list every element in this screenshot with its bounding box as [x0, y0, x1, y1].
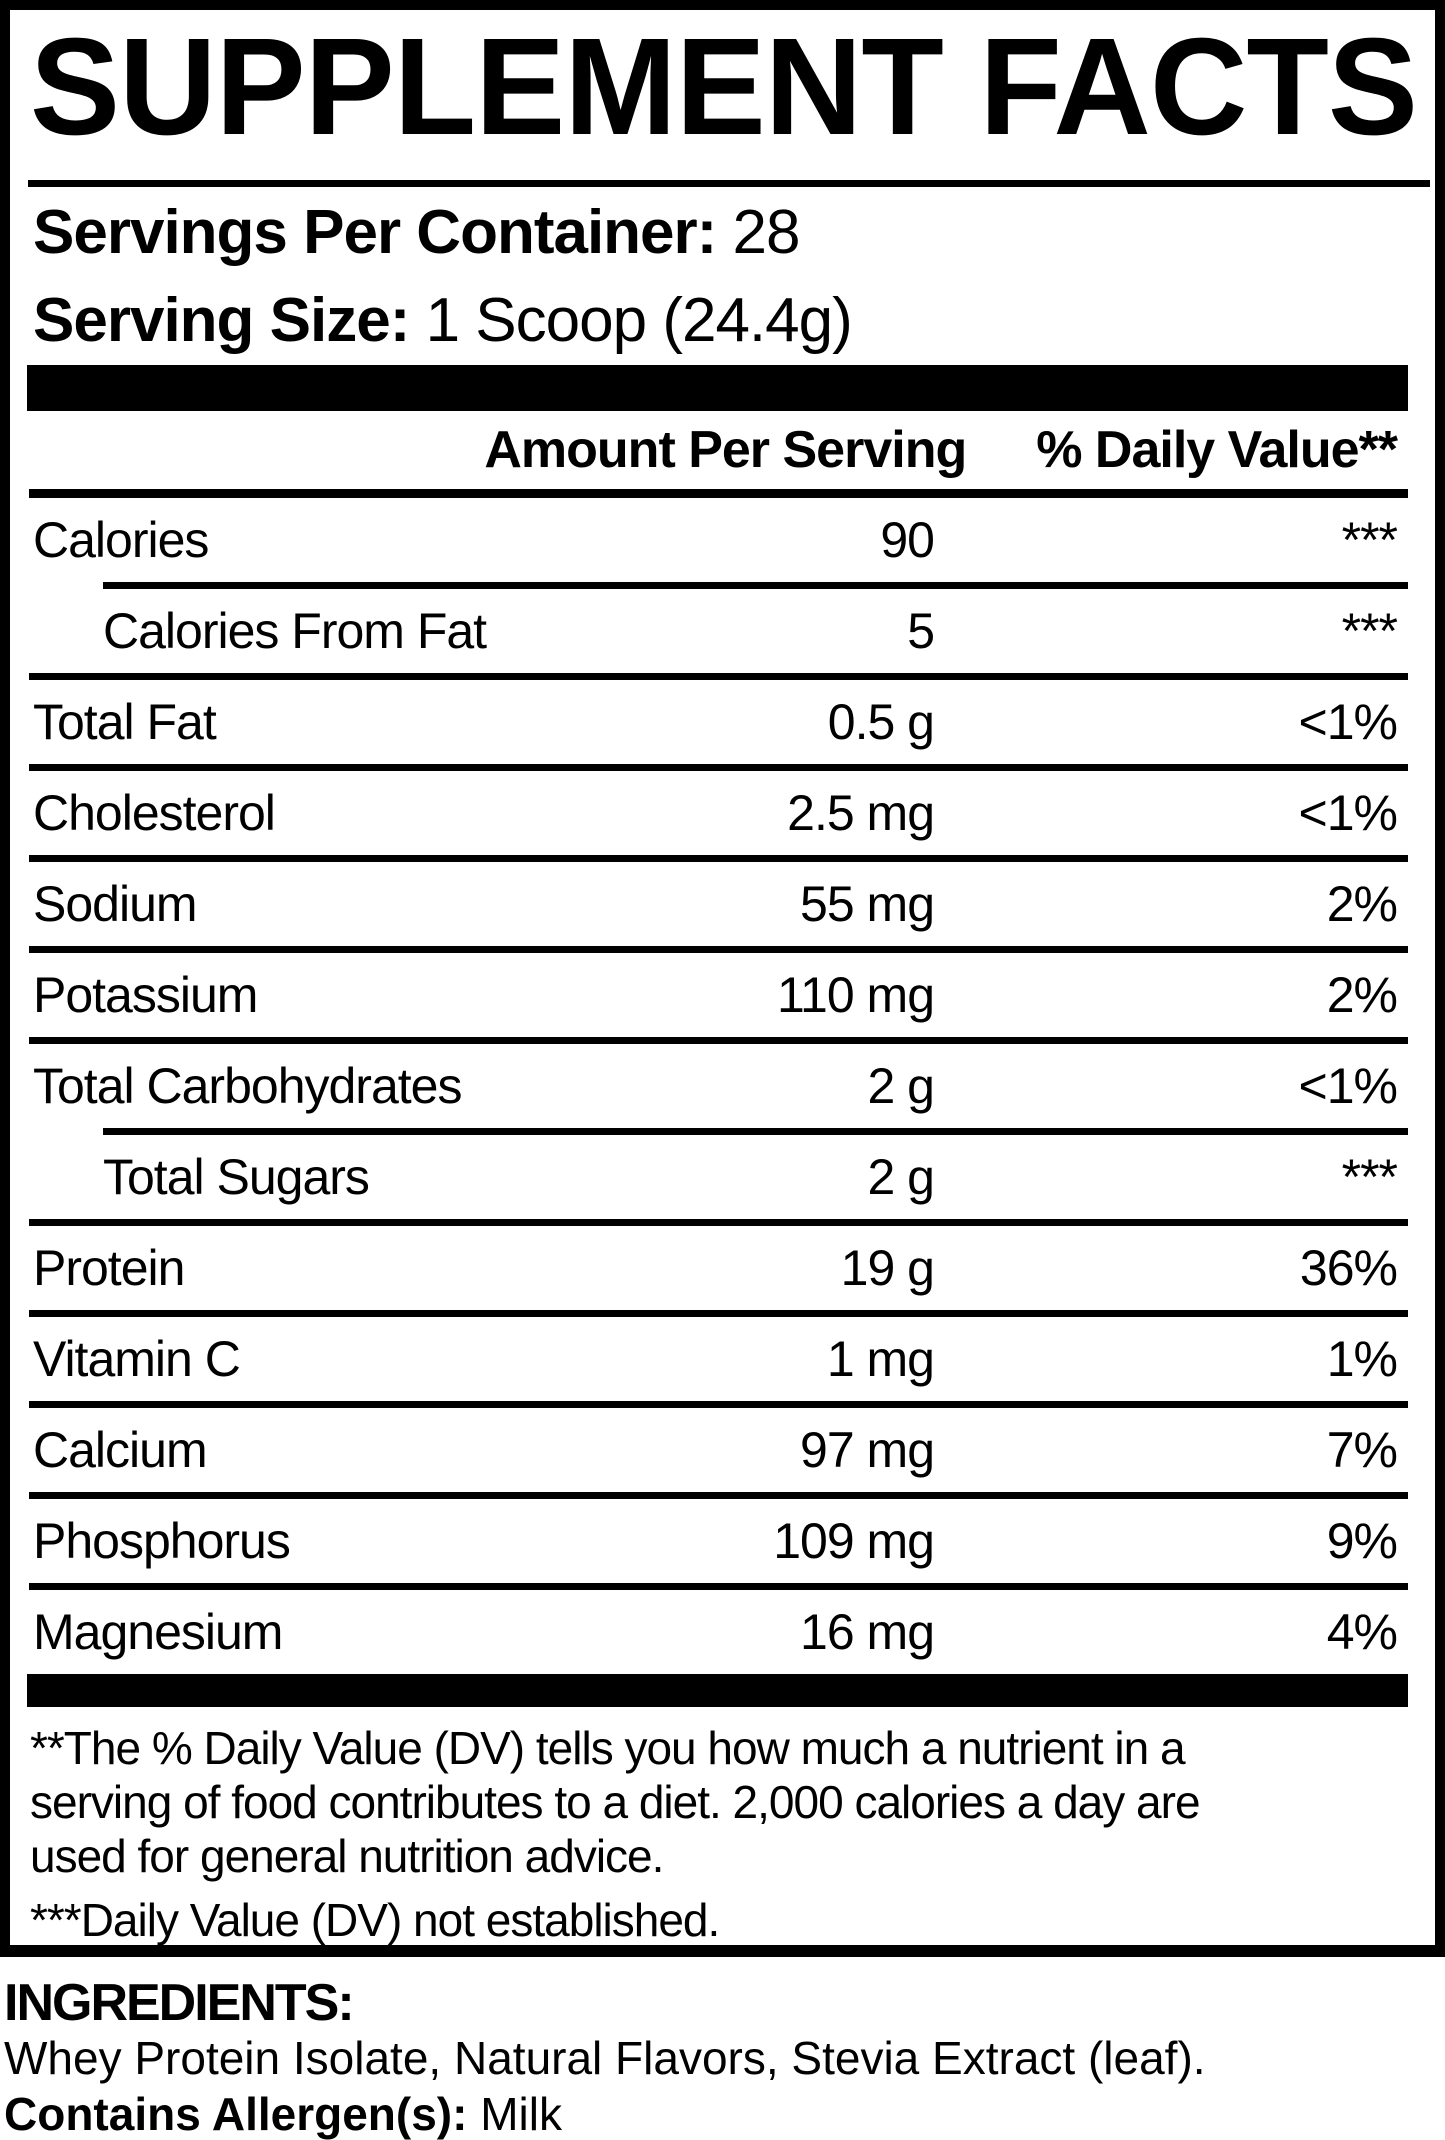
ingredients-list: Whey Protein Isolate, Natural Flavors, S…	[4, 2032, 1206, 2084]
nutrient-amount: 110 mg	[776, 967, 935, 1023]
daily-value-header: % Daily Value**	[1036, 421, 1398, 479]
row-divider	[29, 1583, 1408, 1590]
table-header-row: Amount Per Serving % Daily Value**	[10, 411, 1435, 489]
table-row-calories-from-fat: Calories From Fat 5 ***	[10, 589, 1435, 673]
nutrient-daily-value: 2%	[1326, 967, 1398, 1023]
nutrient-daily-value: <1%	[1298, 785, 1398, 841]
nutrient-label: Total Sugars	[103, 1149, 370, 1205]
nutrient-daily-value: 36%	[1299, 1240, 1398, 1296]
footnote-line: **The % Daily Value (DV) tells you how m…	[30, 1722, 1186, 1774]
row-divider	[29, 1401, 1408, 1408]
nutrient-label: Calories From Fat	[103, 603, 487, 659]
nutrient-daily-value: 7%	[1326, 1422, 1398, 1478]
nutrient-daily-value: ***	[1341, 512, 1398, 568]
row-divider	[29, 946, 1408, 953]
not-established-footnote: ***Daily Value (DV) not established.	[30, 1894, 720, 1946]
allergen-value: Milk	[480, 2088, 562, 2140]
row-divider	[29, 764, 1408, 771]
nutrient-daily-value: <1%	[1298, 1058, 1398, 1114]
row-divider	[29, 855, 1408, 862]
table-row-potassium: Potassium 110 mg 2%	[10, 953, 1435, 1037]
nutrient-daily-value: 4%	[1326, 1604, 1398, 1660]
title-divider	[28, 180, 1430, 187]
nutrient-amount: 19 g	[840, 1240, 935, 1296]
section-separator-bar-bottom	[27, 1674, 1408, 1707]
supplement-facts-panel: SUPPLEMENT FACTS Servings Per Container:…	[0, 0, 1445, 1957]
table-row-calories: Calories 90 ***	[10, 498, 1435, 582]
nutrient-amount: 97 mg	[800, 1422, 935, 1478]
nutrient-label: Total Carbohydrates	[33, 1058, 462, 1114]
nutrient-amount: 2.5 mg	[787, 785, 935, 841]
nutrient-label: Calcium	[33, 1422, 208, 1478]
table-row-total-fat: Total Fat 0.5 g <1%	[10, 680, 1435, 764]
allergen-statement: Contains Allergen(s): Milk	[4, 2089, 1445, 2139]
ingredients-section: INGREDIENTS: Whey Protein Isolate, Natur…	[0, 1977, 1445, 2139]
servings-per-container-value: 28	[732, 198, 801, 267]
nutrient-amount: 2 g	[867, 1149, 935, 1205]
nutrient-label: Sodium	[33, 876, 198, 932]
row-divider	[29, 673, 1408, 680]
nutrient-label: Cholesterol	[33, 785, 276, 841]
nutrient-daily-value: 9%	[1326, 1513, 1398, 1569]
nutrient-amount: 1 mg	[826, 1331, 935, 1387]
supplement-facts-title: SUPPLEMENT FACTS	[30, 26, 1417, 156]
servings-per-container-label: Servings Per Container:	[33, 198, 717, 267]
nutrient-label: Total Fat	[33, 694, 217, 750]
amount-per-serving-header: Amount Per Serving	[484, 421, 967, 479]
nutrient-amount: 55 mg	[800, 876, 935, 932]
nutrient-amount: 5	[907, 603, 935, 659]
nutrient-daily-value: 2%	[1326, 876, 1398, 932]
nutrient-daily-value: <1%	[1298, 694, 1398, 750]
row-divider-indented	[103, 1128, 1408, 1135]
nutrient-label: Vitamin C	[33, 1331, 241, 1387]
serving-size-value: 1 Scoop (24.4g)	[425, 286, 853, 355]
nutrient-daily-value: 1%	[1326, 1331, 1398, 1387]
footnote-line: serving of food contributes to a diet. 2…	[30, 1776, 1201, 1828]
row-divider	[29, 1310, 1408, 1317]
nutrient-amount: 0.5 g	[827, 694, 935, 750]
table-row-magnesium: Magnesium 16 mg 4%	[10, 1590, 1435, 1674]
allergen-label: Contains Allergen(s):	[4, 2088, 468, 2140]
serving-size-label: Serving Size:	[33, 286, 410, 355]
row-divider	[29, 1219, 1408, 1226]
table-row-cholesterol: Cholesterol 2.5 mg <1%	[10, 771, 1435, 855]
ingredients-heading: INGREDIENTS:	[4, 1974, 355, 2032]
nutrient-label: Calories	[33, 512, 209, 568]
nutrient-label: Magnesium	[33, 1604, 283, 1660]
table-row-vitamin-c: Vitamin C 1 mg 1%	[10, 1317, 1435, 1401]
row-divider	[29, 1492, 1408, 1499]
row-divider-indented	[103, 582, 1408, 589]
header-divider	[29, 489, 1408, 498]
table-row-phosphorus: Phosphorus 109 mg 9%	[10, 1499, 1435, 1583]
nutrient-label: Protein	[33, 1240, 185, 1296]
section-separator-bar-top	[27, 365, 1408, 411]
title-text: SUPPLEMENT FACTS	[30, 26, 1417, 156]
nutrient-amount: 16 mg	[800, 1604, 935, 1660]
row-divider	[29, 1037, 1408, 1044]
table-row-total-sugars: Total Sugars 2 g ***	[10, 1135, 1435, 1219]
serving-size: Serving Size: 1 Scoop (24.4g)	[33, 277, 1435, 365]
nutrient-amount: 2 g	[867, 1058, 935, 1114]
table-row-sodium: Sodium 55 mg 2%	[10, 862, 1435, 946]
nutrient-amount: 109 mg	[773, 1513, 935, 1569]
nutrient-label: Phosphorus	[33, 1513, 291, 1569]
nutrient-daily-value: ***	[1341, 603, 1398, 659]
nutrient-amount: 90	[880, 512, 935, 568]
table-row-protein: Protein 19 g 36%	[10, 1226, 1435, 1310]
daily-value-footnote: **The % Daily Value (DV) tells you how m…	[30, 1721, 1405, 1883]
nutrient-label: Potassium	[33, 967, 258, 1023]
servings-per-container: Servings Per Container: 28	[33, 189, 1435, 277]
nutrient-daily-value: ***	[1341, 1149, 1398, 1205]
footnote-line: used for general nutrition advice.	[30, 1830, 664, 1882]
footnotes: **The % Daily Value (DV) tells you how m…	[30, 1721, 1405, 1947]
table-row-calcium: Calcium 97 mg 7%	[10, 1408, 1435, 1492]
serving-info: Servings Per Container: 28 Serving Size:…	[33, 189, 1435, 365]
table-row-total-carbohydrates: Total Carbohydrates 2 g <1%	[10, 1044, 1435, 1128]
